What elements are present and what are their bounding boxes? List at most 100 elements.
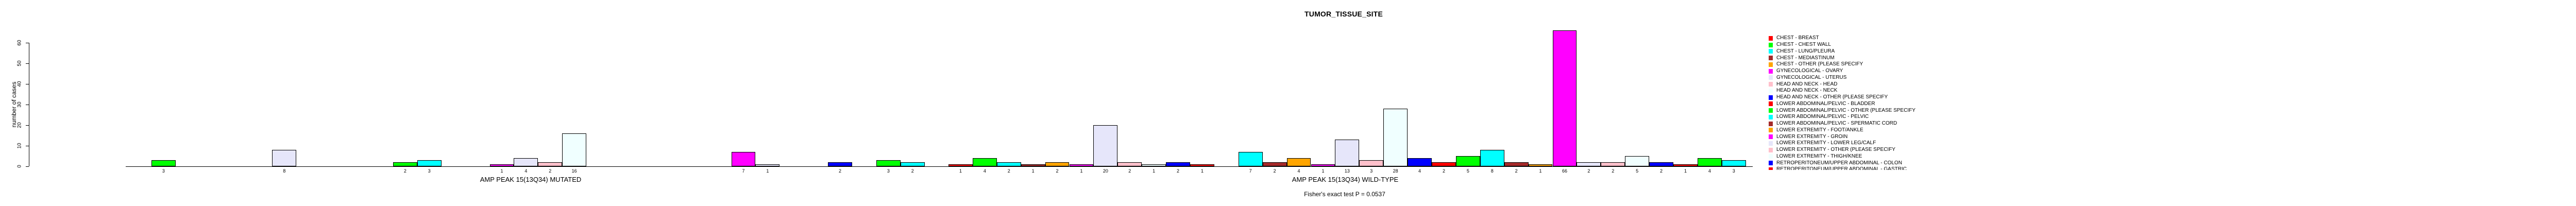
legend-swatch xyxy=(1769,88,1773,93)
bar xyxy=(1673,164,1698,166)
legend-row: LOWER ABDOMINAL/PELVIC - BLADDER xyxy=(1769,101,1875,108)
legend-swatch xyxy=(1769,56,1773,61)
bar-count-label: 1 xyxy=(1684,168,1687,174)
bar-count-label: 2 xyxy=(1442,168,1445,174)
bar-count-label: 4 xyxy=(1708,168,1711,174)
legend-label: LOWER ABDOMINAL/PELVIC - OTHER (PLEASE S… xyxy=(1776,107,1916,113)
legend-swatch xyxy=(1769,167,1773,170)
legend-swatch xyxy=(1769,114,1773,119)
legend-label: LOWER EXTREMITY - THIGH/KNEE xyxy=(1776,153,1862,159)
bar xyxy=(489,164,514,166)
bar xyxy=(1166,162,1190,166)
bar-count-label: 3 xyxy=(1370,168,1373,174)
bar xyxy=(1552,30,1577,166)
bar-count-label: 2 xyxy=(1177,168,1180,174)
legend-label: CHEST - OTHER (PLEASE SPECIFY xyxy=(1776,61,1863,67)
legend-swatch xyxy=(1769,128,1773,133)
bar xyxy=(393,162,417,166)
bar xyxy=(1480,150,1504,166)
x-axis-label-wild-type: AMP PEAK 15(13Q34) WILD-TYPE xyxy=(1292,176,1399,183)
bar-count-label: 1 xyxy=(766,168,769,174)
legend-swatch xyxy=(1769,141,1773,146)
legend-swatch xyxy=(1769,42,1773,47)
bar-count-label: 1 xyxy=(959,168,962,174)
legend-swatch xyxy=(1769,36,1773,41)
legend-label: LOWER EXTREMITY - GROIN xyxy=(1776,133,1848,140)
legend-row: CHEST - BREAST xyxy=(1769,35,1819,42)
bar xyxy=(1601,162,1625,166)
bar-count-label: 1 xyxy=(1153,168,1156,174)
legend-label: LOWER ABDOMINAL/PELVIC - SPERMATIC CORD xyxy=(1776,121,1897,127)
bar-count-label: 2 xyxy=(911,168,914,174)
bar xyxy=(1335,140,1360,166)
bar-count-label: 5 xyxy=(1636,168,1639,174)
bar xyxy=(1311,164,1335,166)
y-axis-label: number of cases xyxy=(10,81,18,128)
legend-row: LOWER EXTREMITY - FOOT/ANKLE xyxy=(1769,127,1863,134)
bar xyxy=(1528,164,1553,166)
bar-count-label: 8 xyxy=(1490,168,1494,174)
bar xyxy=(900,162,925,166)
y-tick-label: 10 xyxy=(16,143,23,149)
legend-swatch xyxy=(1769,68,1773,74)
bar-count-label: 1 xyxy=(1321,168,1325,174)
x-axis-line xyxy=(126,166,1753,167)
bar xyxy=(1069,164,1094,166)
legend-label: RETROPERITONEUM/UPPER ABDOMINAL - GASTRI… xyxy=(1776,166,1907,170)
y-tick-label: 50 xyxy=(16,60,23,66)
bar xyxy=(1093,125,1118,166)
y-tick-mark xyxy=(26,63,29,64)
bar xyxy=(996,162,1021,166)
bar xyxy=(1190,164,1214,166)
bar xyxy=(1649,162,1673,166)
legend-label: HEAD AND NECK - OTHER (PLEASE SPECIFY xyxy=(1776,94,1888,100)
legend-label: CHEST - CHEST WALL xyxy=(1776,42,1831,48)
bar xyxy=(948,164,973,166)
chart-title: TUMOR_TISSUE_SITE xyxy=(1304,10,1383,18)
legend-label: HEAD AND NECK - NECK xyxy=(1776,88,1838,94)
bar-count-label: 2 xyxy=(1515,168,1518,174)
legend-row: RETROPERITONEUM/UPPER ABDOMINAL - COLON xyxy=(1769,160,1902,166)
legend-swatch xyxy=(1769,95,1773,100)
bar-count-label: 1 xyxy=(500,168,503,174)
y-tick-label: 40 xyxy=(16,81,23,87)
bar xyxy=(272,150,297,166)
bar xyxy=(417,160,442,166)
bar xyxy=(1142,164,1166,166)
legend-swatch xyxy=(1769,121,1773,126)
bar xyxy=(1577,162,1601,166)
legend-swatch xyxy=(1769,49,1773,54)
bar-count-label: 2 xyxy=(549,168,552,174)
legend-row: CHEST - MEDIASTINUM xyxy=(1769,55,1835,61)
y-tick-label: 0 xyxy=(16,165,23,168)
bar xyxy=(562,133,587,166)
bar-count-label: 3 xyxy=(1732,168,1735,174)
bar xyxy=(1021,164,1045,166)
legend-swatch xyxy=(1769,75,1773,80)
bar xyxy=(538,162,563,166)
legend-label: CHEST - MEDIASTINUM xyxy=(1776,55,1835,61)
legend-label: LOWER EXTREMITY - FOOT/ANKLE xyxy=(1776,127,1863,133)
legend-row: CHEST - LUNG/PLEURA xyxy=(1769,48,1835,55)
bar-count-label: 2 xyxy=(1056,168,1059,174)
legend-swatch xyxy=(1769,154,1773,159)
bar-count-label: 4 xyxy=(1297,168,1300,174)
bar-count-label: 7 xyxy=(1249,168,1252,174)
y-tick-mark xyxy=(26,166,29,167)
bar xyxy=(1455,156,1480,166)
legend-label: LOWER ABDOMINAL/PELVIC - BLADDER xyxy=(1776,100,1875,107)
bar-count-label: 3 xyxy=(887,168,890,174)
legend-row: LOWER EXTREMITY - LOWER LEG/CALF xyxy=(1769,140,1876,147)
legend-swatch xyxy=(1769,82,1773,87)
bar xyxy=(514,158,538,166)
legend-row: CHEST - CHEST WALL xyxy=(1769,42,1831,48)
legend-row: HEAD AND NECK - OTHER (PLEASE SPECIFY xyxy=(1769,94,1888,101)
legend-label: GYNECOLOGICAL - OVARY xyxy=(1776,68,1843,74)
legend-label: LOWER EXTREMITY - LOWER LEG/CALF xyxy=(1776,140,1876,146)
legend-row: RETROPERITONEUM/UPPER ABDOMINAL - GASTRI… xyxy=(1769,166,1907,170)
legend-label: LOWER ABDOMINAL/PELVIC - PELVIC xyxy=(1776,114,1869,120)
legend-label: LOWER EXTREMITY - OTHER (PLEASE SPECIFY xyxy=(1776,147,1895,153)
bar-count-label: 3 xyxy=(428,168,431,174)
bar-count-label: 1 xyxy=(1031,168,1035,174)
